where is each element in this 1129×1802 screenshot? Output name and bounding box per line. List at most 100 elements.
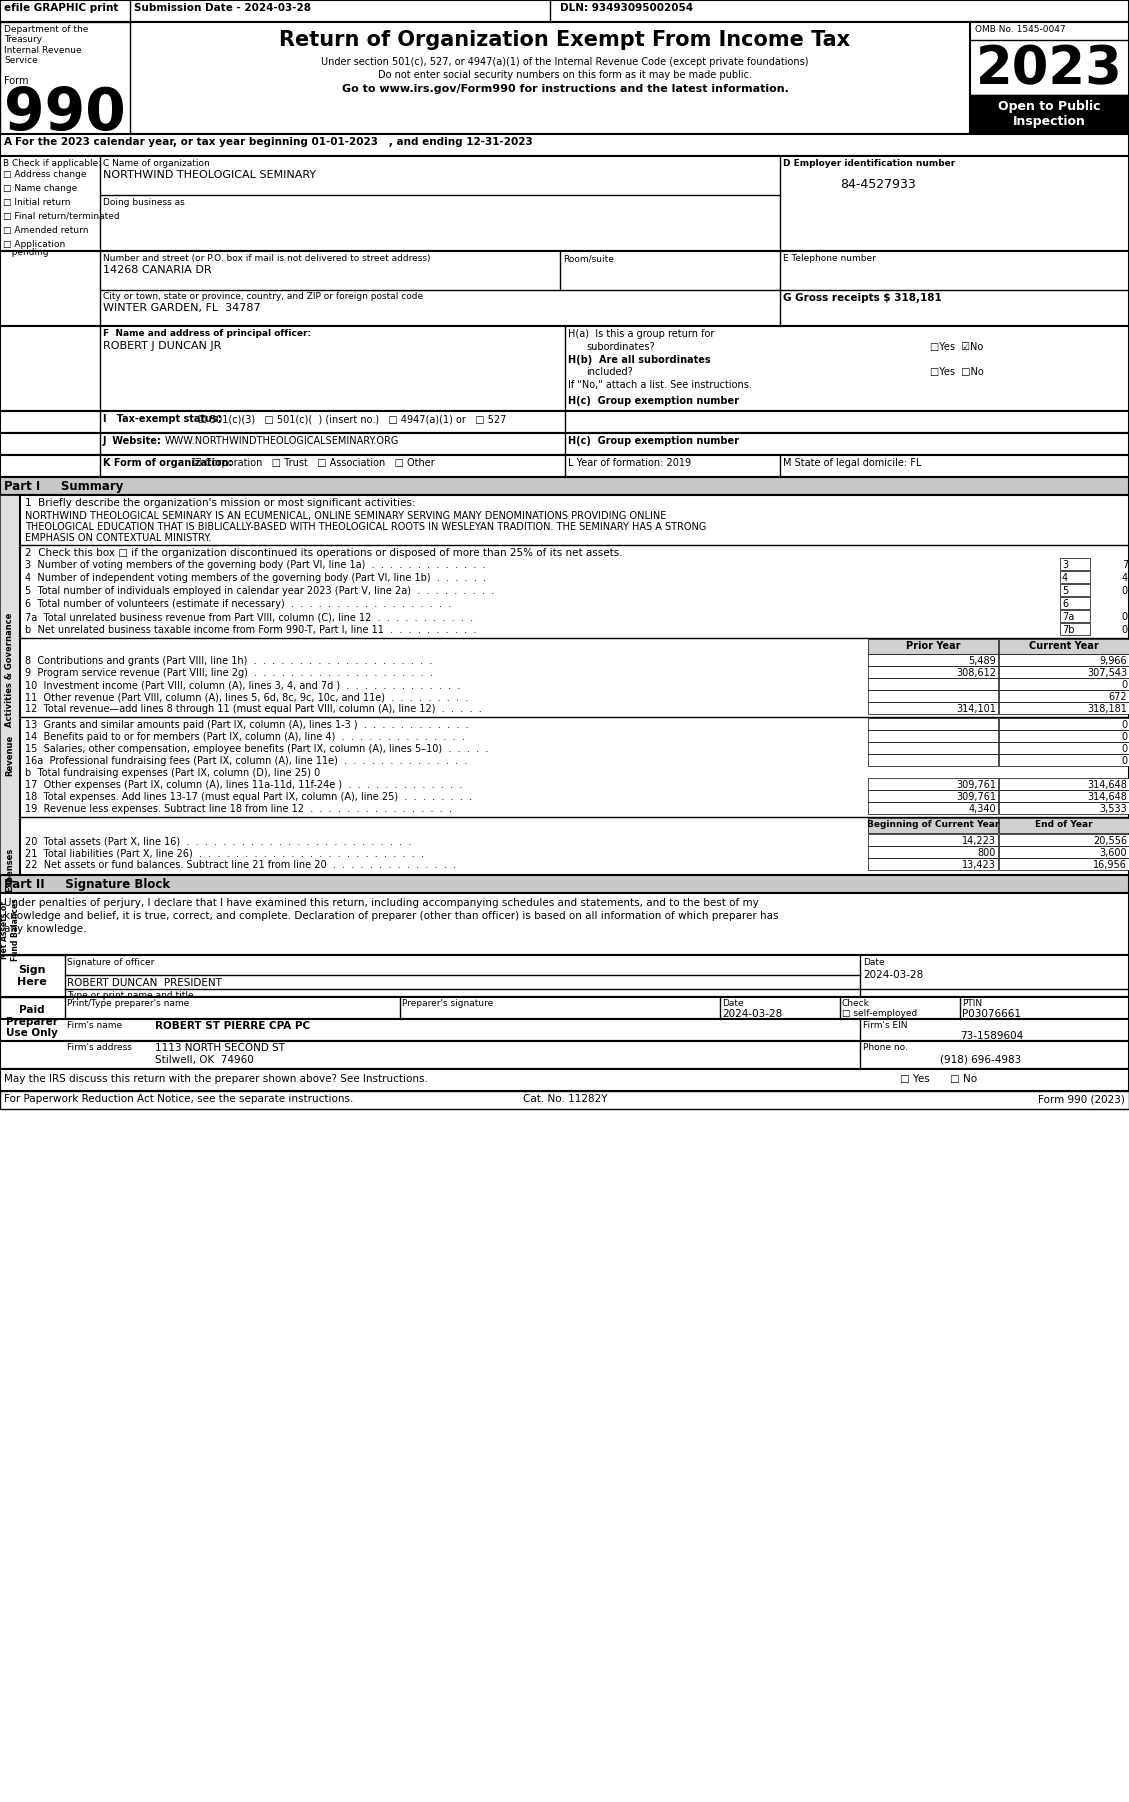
Bar bbox=[0, 1090, 1129, 1108]
Text: 5,489: 5,489 bbox=[969, 656, 996, 667]
Text: 14  Benefits paid to or for members (Part IX, column (A), line 4)  .  .  .  .  .: 14 Benefits paid to or for members (Part… bbox=[25, 732, 465, 742]
Bar bbox=[868, 789, 998, 802]
Text: Stilwell, OK  74960: Stilwell, OK 74960 bbox=[155, 1054, 254, 1065]
Text: knowledge and belief, it is true, correct, and complete. Declaration of preparer: knowledge and belief, it is true, correc… bbox=[5, 912, 779, 921]
Text: B Check if applicable:: B Check if applicable: bbox=[3, 159, 102, 168]
Bar bbox=[0, 411, 1129, 432]
Text: (918) 696-4983: (918) 696-4983 bbox=[940, 1054, 1022, 1065]
Bar bbox=[868, 858, 998, 870]
Text: Beginning of Current Year: Beginning of Current Year bbox=[867, 820, 999, 829]
Text: 800: 800 bbox=[978, 849, 996, 858]
Text: Revenue: Revenue bbox=[6, 735, 15, 775]
Text: 84-4527933: 84-4527933 bbox=[840, 178, 916, 191]
Text: 19  Revenue less expenses. Subtract line 18 from line 12  .  .  .  .  .  .  .  .: 19 Revenue less expenses. Subtract line … bbox=[25, 804, 452, 815]
Text: Do not enter social security numbers on this form as it may be made public.: Do not enter social security numbers on … bbox=[378, 70, 752, 79]
Text: □ Name change: □ Name change bbox=[3, 184, 77, 193]
Bar bbox=[1060, 559, 1089, 569]
Text: Go to www.irs.gov/Form990 for instructions and the latest information.: Go to www.irs.gov/Form990 for instructio… bbox=[342, 85, 788, 94]
Text: □ Amended return: □ Amended return bbox=[3, 225, 88, 234]
Bar bbox=[970, 22, 1129, 133]
Bar bbox=[999, 703, 1129, 714]
Bar bbox=[868, 640, 998, 654]
Text: 10  Investment income (Part VIII, column (A), lines 3, 4, and 7d )  .  .  .  .  : 10 Investment income (Part VIII, column … bbox=[25, 679, 461, 690]
Text: Form 990 (2023): Form 990 (2023) bbox=[1039, 1094, 1124, 1105]
Text: Print/Type preparer's name: Print/Type preparer's name bbox=[67, 998, 190, 1007]
Bar bbox=[20, 496, 1129, 986]
Text: □ Final return/terminated: □ Final return/terminated bbox=[3, 213, 120, 222]
Bar bbox=[0, 955, 1129, 997]
Text: Current Year: Current Year bbox=[1030, 642, 1099, 651]
Text: □ No: □ No bbox=[949, 1074, 977, 1085]
Text: 0: 0 bbox=[1122, 613, 1128, 622]
Text: Cat. No. 11282Y: Cat. No. 11282Y bbox=[523, 1094, 607, 1105]
Bar bbox=[0, 1042, 1129, 1069]
Text: Sign
Here: Sign Here bbox=[17, 966, 47, 987]
Bar bbox=[868, 654, 998, 667]
Text: b  Total fundraising expenses (Part IX, column (D), line 25) 0: b Total fundraising expenses (Part IX, c… bbox=[25, 768, 321, 778]
Bar bbox=[0, 22, 1129, 133]
Text: 5  Total number of individuals employed in calendar year 2023 (Part V, line 2a) : 5 Total number of individuals employed i… bbox=[25, 586, 495, 596]
Text: 18  Total expenses. Add lines 13-17 (must equal Part IX, column (A), line 25)  .: 18 Total expenses. Add lines 13-17 (must… bbox=[25, 793, 472, 802]
Bar bbox=[999, 789, 1129, 802]
Text: Number and street (or P.O. box if mail is not delivered to street address): Number and street (or P.O. box if mail i… bbox=[103, 254, 430, 263]
Text: 73-1589604: 73-1589604 bbox=[960, 1031, 1023, 1042]
Text: 314,648: 314,648 bbox=[1087, 793, 1127, 802]
Text: 309,761: 309,761 bbox=[956, 780, 996, 789]
Text: 22  Net assets or fund balances. Subtract line 21 from line 20  .  .  .  .  .  .: 22 Net assets or fund balances. Subtract… bbox=[25, 860, 456, 870]
Text: G Gross receipts $ 318,181: G Gross receipts $ 318,181 bbox=[784, 294, 942, 303]
Text: For Paperwork Reduction Act Notice, see the separate instructions.: For Paperwork Reduction Act Notice, see … bbox=[5, 1094, 353, 1105]
Bar bbox=[1060, 571, 1089, 584]
Bar bbox=[0, 133, 1129, 157]
Text: any knowledge.: any knowledge. bbox=[5, 924, 87, 933]
Text: F  Name and address of principal officer:: F Name and address of principal officer: bbox=[103, 330, 312, 339]
Text: Submission Date - 2024-03-28: Submission Date - 2024-03-28 bbox=[134, 4, 310, 13]
Text: 13  Grants and similar amounts paid (Part IX, column (A), lines 1-3 )  .  .  .  : 13 Grants and similar amounts paid (Part… bbox=[25, 721, 469, 730]
Text: b  Net unrelated business taxable income from Form 990-T, Part I, line 11  .  . : b Net unrelated business taxable income … bbox=[25, 625, 476, 634]
Text: 7b: 7b bbox=[1062, 625, 1075, 634]
Bar bbox=[999, 858, 1129, 870]
Text: efile GRAPHIC print: efile GRAPHIC print bbox=[5, 4, 119, 13]
Bar bbox=[868, 717, 998, 730]
Text: 0: 0 bbox=[1121, 757, 1127, 766]
Text: K Form of organization:: K Form of organization: bbox=[103, 458, 233, 469]
Bar bbox=[0, 22, 130, 133]
Bar bbox=[868, 753, 998, 766]
Text: 2023: 2023 bbox=[975, 43, 1122, 96]
Bar bbox=[999, 818, 1129, 833]
Text: 4,340: 4,340 bbox=[969, 804, 996, 815]
Text: □Yes  □No: □Yes □No bbox=[930, 368, 983, 377]
Text: ROBERT J DUNCAN JR: ROBERT J DUNCAN JR bbox=[103, 341, 221, 351]
Text: PTIN: PTIN bbox=[962, 998, 982, 1007]
Text: 1  Briefly describe the organization's mission or most significant activities:: 1 Briefly describe the organization's mi… bbox=[25, 497, 415, 508]
Bar bbox=[868, 690, 998, 703]
Text: 17  Other expenses (Part IX, column (A), lines 11a-11d, 11f-24e )  .  .  .  .  .: 17 Other expenses (Part IX, column (A), … bbox=[25, 780, 463, 789]
Bar bbox=[999, 667, 1129, 678]
Text: □ Initial return: □ Initial return bbox=[3, 198, 70, 207]
Text: 0: 0 bbox=[1121, 732, 1127, 742]
Text: 3,600: 3,600 bbox=[1100, 849, 1127, 858]
Bar bbox=[999, 742, 1129, 753]
Bar bbox=[0, 496, 20, 986]
Text: 7a: 7a bbox=[1062, 613, 1075, 622]
Bar bbox=[0, 432, 1129, 454]
Text: ☑ Corporation   □ Trust   □ Association   □ Other: ☑ Corporation □ Trust □ Association □ Ot… bbox=[193, 458, 435, 469]
Text: H(c)  Group exemption number: H(c) Group exemption number bbox=[568, 436, 739, 447]
Text: 5: 5 bbox=[1062, 586, 1068, 596]
Text: □ Application: □ Application bbox=[3, 240, 65, 249]
Bar bbox=[0, 326, 1129, 411]
Bar bbox=[1060, 623, 1089, 634]
Text: 672: 672 bbox=[1109, 692, 1127, 703]
Text: Firm's address: Firm's address bbox=[67, 1043, 132, 1052]
Text: L Year of formation: 2019: L Year of formation: 2019 bbox=[568, 458, 691, 469]
Text: 3  Number of voting members of the governing body (Part VI, line 1a)  .  .  .  .: 3 Number of voting members of the govern… bbox=[25, 560, 485, 569]
Text: H(c)  Group exemption number: H(c) Group exemption number bbox=[568, 396, 739, 405]
Text: C Name of organization: C Name of organization bbox=[103, 159, 210, 168]
Text: 9  Program service revenue (Part VIII, line 2g)  .  .  .  .  .  .  .  .  .  .  .: 9 Program service revenue (Part VIII, li… bbox=[25, 669, 432, 678]
Text: E Telephone number: E Telephone number bbox=[784, 254, 876, 263]
Text: 314,648: 314,648 bbox=[1087, 780, 1127, 789]
Text: Paid
Preparer
Use Only: Paid Preparer Use Only bbox=[6, 1006, 58, 1038]
Text: 2024-03-28: 2024-03-28 bbox=[863, 969, 924, 980]
Bar bbox=[999, 778, 1129, 789]
Text: ROBERT DUNCAN  PRESIDENT: ROBERT DUNCAN PRESIDENT bbox=[67, 978, 222, 987]
Text: 0: 0 bbox=[1121, 679, 1127, 690]
